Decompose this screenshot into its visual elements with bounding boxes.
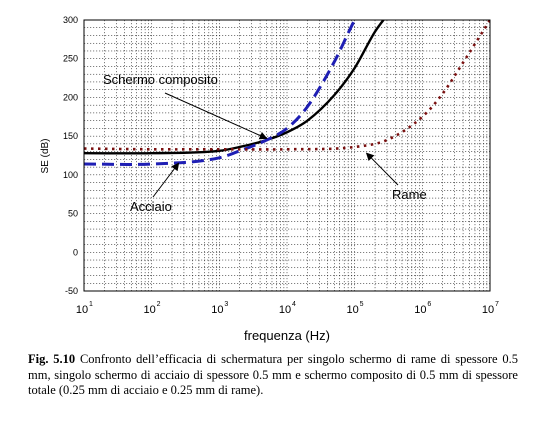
y-axis-label: SE (dB) bbox=[40, 138, 51, 173]
annotations: Schermo composito Acciaio Rame bbox=[103, 72, 427, 214]
grid bbox=[84, 20, 490, 291]
x-tick-label: 10 4 bbox=[279, 301, 296, 316]
x-tick-label: 10 7 bbox=[482, 301, 499, 316]
x-tick-exponent: 3 bbox=[224, 301, 228, 308]
x-tick-base: 10 bbox=[279, 304, 291, 316]
annotation-arrow-0 bbox=[164, 92, 268, 140]
annotation-arrow-2 bbox=[365, 152, 399, 186]
x-tick-label: 10 2 bbox=[144, 301, 161, 316]
x-tick-base: 10 bbox=[144, 304, 156, 316]
y-tick-label: 250 bbox=[63, 54, 78, 64]
figure-caption: Fig. 5.10 Confronto dell’efficacia di sc… bbox=[28, 352, 518, 399]
series-layer bbox=[84, 20, 490, 166]
x-tick-base: 10 bbox=[76, 304, 88, 316]
x-tick-label: 10 1 bbox=[76, 301, 93, 316]
y-tick-label: 50 bbox=[68, 209, 78, 219]
x-tick-exponent: 1 bbox=[89, 301, 93, 308]
y-tick-label: 300 bbox=[63, 15, 78, 25]
x-tick-base: 10 bbox=[414, 304, 426, 316]
series-line-0 bbox=[84, 20, 385, 155]
x-tick-labels: 10 1 10 2 10 3 10 4 10 5 10 6 10 7 bbox=[76, 301, 499, 316]
annotation-label-1: Acciaio bbox=[130, 199, 172, 214]
annotation-label-2: Rame bbox=[392, 187, 427, 202]
caption-text: Confronto dell’efficacia di schermatura … bbox=[28, 352, 519, 397]
x-tick-base: 10 bbox=[482, 304, 494, 316]
annotation-label-0: Schermo composito bbox=[103, 72, 218, 87]
x-tick-base: 10 bbox=[347, 304, 359, 316]
x-tick-exponent: 2 bbox=[157, 301, 161, 308]
y-tick-label: 0 bbox=[73, 247, 78, 257]
x-axis-label: frequenza (Hz) bbox=[244, 328, 330, 343]
y-tick-label: 150 bbox=[63, 131, 78, 141]
y-tick-label: -50 bbox=[65, 286, 78, 296]
caption-label: Fig. 5.10 bbox=[28, 352, 76, 366]
x-tick-exponent: 6 bbox=[427, 301, 431, 308]
series-line-2 bbox=[84, 20, 490, 151]
x-tick-label: 10 6 bbox=[414, 301, 431, 316]
y-tick-label: 100 bbox=[63, 170, 78, 180]
plot-frame bbox=[83, 19, 491, 292]
x-tick-label: 10 3 bbox=[211, 301, 228, 316]
x-tick-exponent: 4 bbox=[292, 301, 296, 308]
series-line-1 bbox=[84, 20, 357, 166]
x-tick-base: 10 bbox=[211, 304, 223, 316]
y-tick-label: 200 bbox=[63, 92, 78, 102]
x-tick-label: 10 5 bbox=[347, 301, 364, 316]
x-tick-exponent: 7 bbox=[495, 301, 499, 308]
annotation-arrow-1 bbox=[152, 162, 180, 198]
y-tick-labels: -50 0 50 100 150 200 250 300 bbox=[63, 15, 78, 296]
x-tick-exponent: 5 bbox=[360, 301, 364, 308]
